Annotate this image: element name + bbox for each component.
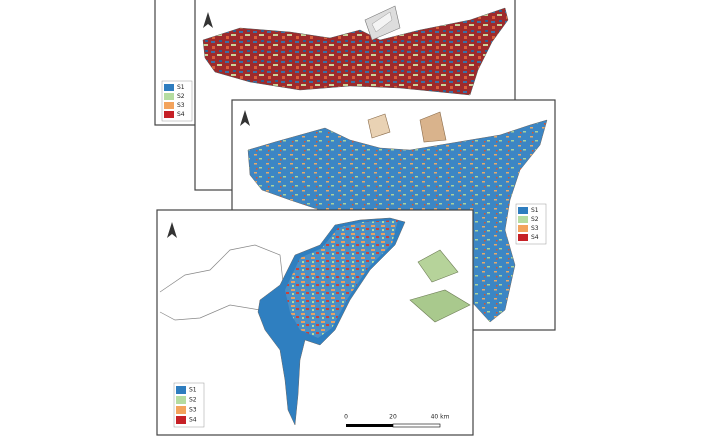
legend-label: S1 xyxy=(189,387,197,394)
legend-swatch xyxy=(176,386,186,394)
scale-label: 0 xyxy=(344,414,348,421)
map-area-detail xyxy=(285,220,398,338)
legend-swatch xyxy=(164,102,174,109)
legend: S1 S2 S3 S4 xyxy=(173,382,205,428)
north-arrow xyxy=(203,12,213,28)
legend-swatch xyxy=(164,111,174,118)
scale-bar xyxy=(346,423,441,428)
legend-swatch xyxy=(518,216,528,223)
scale-label: 40 km xyxy=(431,414,450,421)
legend-swatch xyxy=(164,84,174,91)
legend-swatch xyxy=(518,225,528,232)
legend-swatch xyxy=(518,207,528,214)
legend-swatch xyxy=(518,234,528,241)
inset-sketch xyxy=(367,111,447,143)
legend-label: S2 xyxy=(531,216,539,223)
legend-label: S4 xyxy=(177,111,185,118)
legend-label: S2 xyxy=(177,93,185,100)
legend-label: S4 xyxy=(189,417,197,424)
legend-label: S4 xyxy=(531,234,539,241)
legend-label: S3 xyxy=(177,102,185,109)
legend-swatch xyxy=(176,406,186,414)
legend-label: S1 xyxy=(531,207,539,214)
scale-label: 20 xyxy=(389,414,397,421)
legend-label: S3 xyxy=(531,225,539,232)
map-area xyxy=(202,7,509,96)
inset-sketch xyxy=(409,249,471,323)
legend-swatch xyxy=(176,396,186,404)
north-arrow xyxy=(167,222,177,238)
inset-sketch xyxy=(364,5,401,41)
legend: S1 S2 S3 S4 xyxy=(515,203,547,245)
north-arrow xyxy=(240,110,250,126)
legend: S1 S2 S3 S4 xyxy=(161,80,193,122)
legend-swatch xyxy=(164,93,174,100)
legend-label: S2 xyxy=(189,397,197,404)
legend-label: S3 xyxy=(189,407,197,414)
legend-label: S1 xyxy=(177,84,185,91)
legend-swatch xyxy=(176,416,186,424)
boundary-outline xyxy=(159,244,286,321)
